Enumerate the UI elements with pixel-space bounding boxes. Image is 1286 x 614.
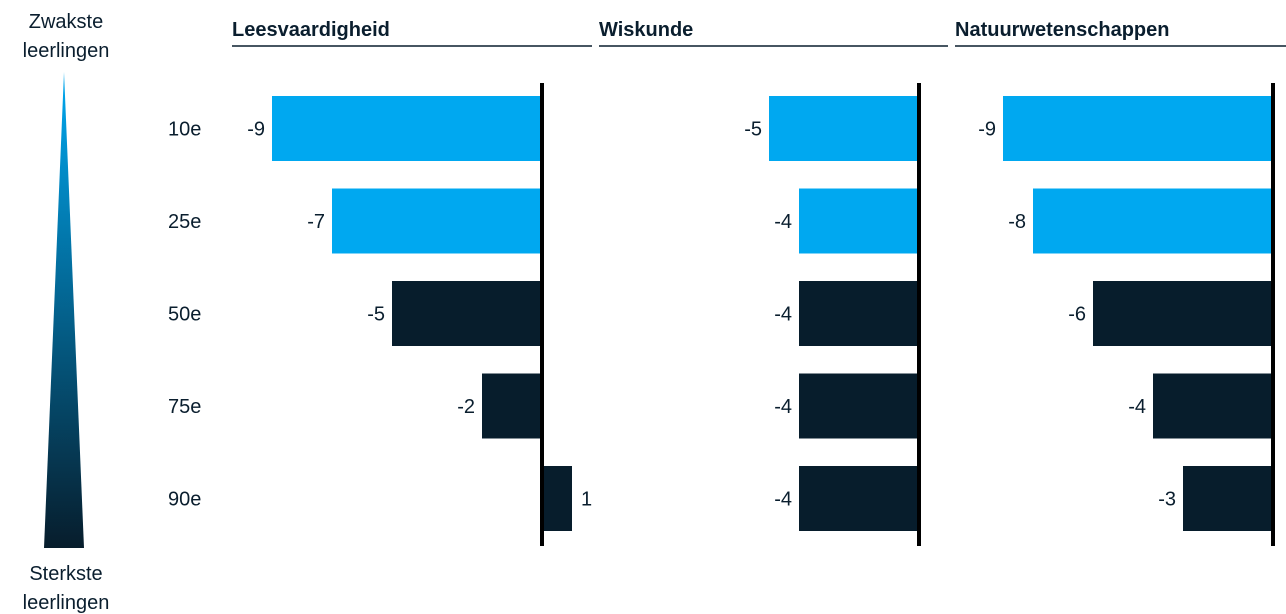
panel-2-value-label-25e: -4 (774, 211, 792, 233)
panel-2-bar-50e (799, 281, 919, 346)
category-label-10e: 10e (168, 119, 201, 141)
panel-2-value-label-90e: -4 (774, 489, 792, 511)
legend-top-label-line1: Zwakste (29, 11, 103, 33)
panel-1-title: Leesvaardigheid (232, 19, 390, 41)
panel-2-value-label-10e: -5 (744, 119, 762, 141)
panel-1-value-label-50e: -5 (367, 304, 385, 326)
panel-1-value-label-90e: 1 (581, 489, 592, 511)
category-label-75e: 75e (168, 396, 201, 418)
category-label-25e: 25e (168, 211, 201, 233)
panel-2-value-label-50e: -4 (774, 304, 792, 326)
panel-3-bar-25e (1033, 188, 1273, 254)
panel-2-bar-25e (799, 188, 919, 254)
panel-3-value-label-90e: -3 (1158, 489, 1176, 511)
panel-2-bar-90e (799, 466, 919, 531)
legend-bottom-label-line2: leerlingen (23, 592, 110, 614)
category-label-50e: 50e (168, 304, 201, 326)
panel-3-title: Natuurwetenschappen (955, 19, 1169, 41)
panel-2-value-label-75e: -4 (774, 396, 792, 418)
panel-3-bar-75e (1153, 373, 1273, 439)
legend-bottom-label-line1: Sterkste (29, 563, 102, 585)
panel-2-bar-10e (769, 96, 919, 161)
category-label-90e: 90e (168, 489, 201, 511)
panel-1-bar-90e (542, 466, 572, 531)
legend-gradient-triangle (44, 72, 84, 548)
panel-3-bar-90e (1183, 466, 1273, 531)
panel-2-bar-75e (799, 373, 919, 439)
panel-3-value-label-10e: -9 (978, 119, 996, 141)
panel-1-value-label-10e: -9 (247, 119, 265, 141)
panel-3-bar-10e (1003, 96, 1273, 161)
panel-3-bar-50e (1093, 281, 1273, 346)
panel-3-value-label-25e: -8 (1008, 211, 1026, 233)
panel-1-value-label-75e: -2 (457, 396, 475, 418)
panel-2-title: Wiskunde (599, 19, 693, 41)
plot-area: 10e 25e 50e 75e 90e Leesvaardigheid -9 -7 -5 -2 1 W… (168, 19, 1286, 546)
panel-1-bar-25e (332, 188, 542, 254)
panel-3-value-label-75e: -4 (1128, 396, 1146, 418)
legend-top-label-line2: leerlingen (23, 40, 110, 62)
panel-1-value-label-25e: -7 (307, 211, 325, 233)
panel-3-value-label-50e: -6 (1068, 304, 1086, 326)
panel-1-bar-50e (392, 281, 542, 346)
panel-1-bar-75e (482, 373, 542, 439)
panel-1-bar-10e (272, 96, 542, 161)
